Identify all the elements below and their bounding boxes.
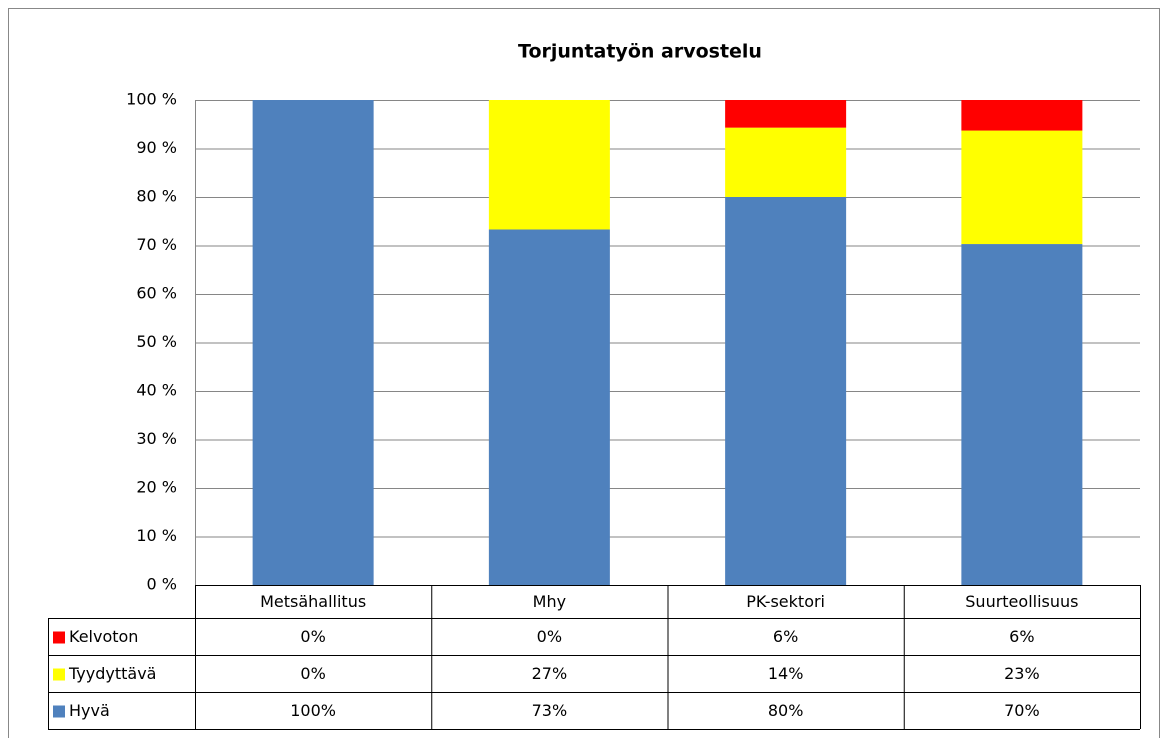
y-tick-label: 20 % xyxy=(136,478,177,497)
data-table-value: 70% xyxy=(1004,701,1040,720)
y-tick-label: 40 % xyxy=(136,381,177,400)
bar-segment xyxy=(725,127,847,197)
legend-label: Hyvä xyxy=(69,701,110,720)
y-tick-label: 60 % xyxy=(136,284,177,303)
x-tick-label: Metsähallitus xyxy=(260,592,366,611)
data-table-value: 73% xyxy=(532,701,568,720)
legend-label: Kelvoton xyxy=(69,627,138,646)
legend-key xyxy=(53,668,65,681)
data-table-value: 0% xyxy=(300,664,325,683)
x-tick-label: Mhy xyxy=(533,592,566,611)
legend-key xyxy=(53,631,65,644)
y-tick-label: 50 % xyxy=(136,332,177,351)
data-table-value: 6% xyxy=(773,627,798,646)
y-tick-label: 70 % xyxy=(136,235,177,254)
legend-key xyxy=(53,705,65,718)
y-tick-label: 90 % xyxy=(136,138,177,157)
data-table-value: 27% xyxy=(532,664,568,683)
data-table-value: 14% xyxy=(768,664,804,683)
data-table-value: 100% xyxy=(290,701,336,720)
y-tick-label: 80 % xyxy=(136,187,177,206)
bar-segment xyxy=(488,229,610,585)
data-table-value: 0% xyxy=(537,627,562,646)
bar-segment xyxy=(961,100,1083,131)
x-tick-label: Suurteollisuus xyxy=(965,592,1078,611)
x-tick-label: PK-sektori xyxy=(746,592,825,611)
bar-segment xyxy=(961,244,1083,586)
y-tick-label: 30 % xyxy=(136,429,177,448)
y-tick-label: 10 % xyxy=(136,526,177,545)
bar-segment xyxy=(488,100,610,230)
bar-segment xyxy=(725,100,847,128)
bar-segment xyxy=(725,197,847,585)
data-table-value: 6% xyxy=(1009,627,1034,646)
data-table-value: 80% xyxy=(768,701,804,720)
legend-label: Tyydyttävä xyxy=(68,664,156,683)
data-table-value: 23% xyxy=(1004,664,1040,683)
bar-segment xyxy=(961,130,1083,245)
bar-segment xyxy=(252,100,374,585)
data-table-value: 0% xyxy=(300,627,325,646)
chart-title: Torjuntatyön arvostelu xyxy=(518,41,762,63)
y-tick-label: 0 % xyxy=(147,575,177,594)
y-tick-label: 100 % xyxy=(126,90,177,109)
